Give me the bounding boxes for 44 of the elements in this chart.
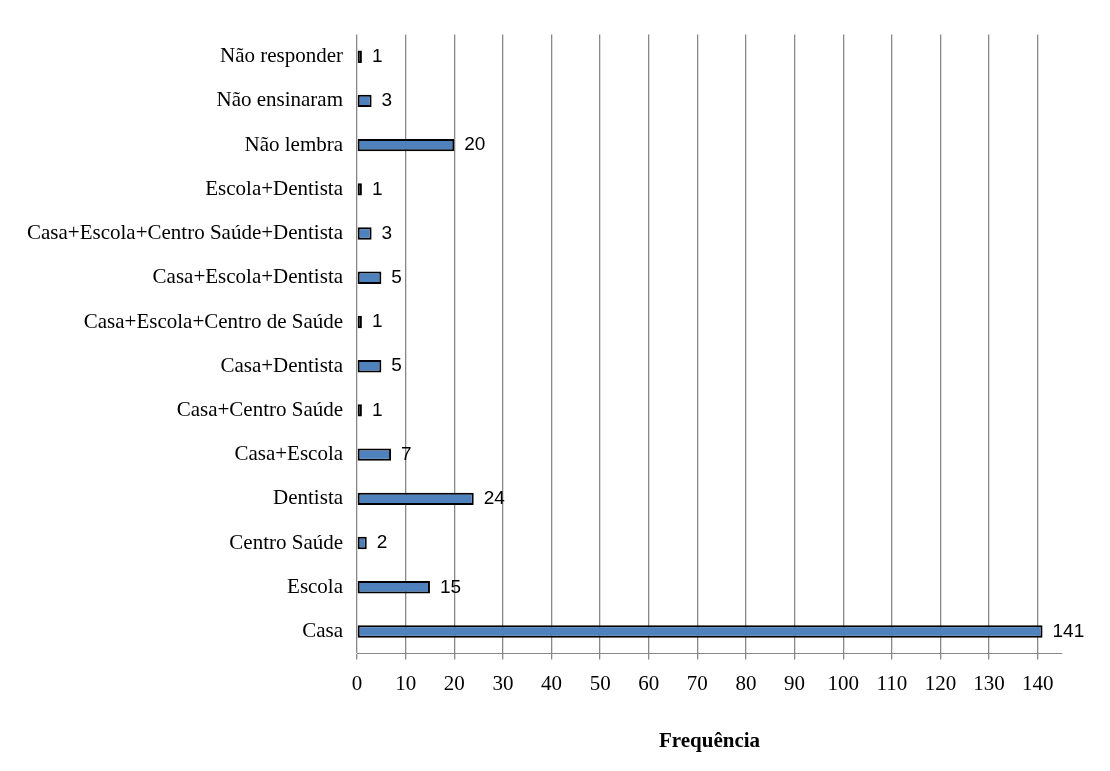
y-tick-label: Não responder	[219, 43, 344, 68]
y-tick-label: Não ensinaram	[216, 87, 344, 112]
y-tick-label: Casa+Escola	[234, 441, 344, 466]
x-tick-label: 10	[395, 670, 417, 695]
x-tick-label: 140	[1021, 670, 1054, 695]
x-tick-label: 70	[686, 670, 708, 695]
x-tick-label: 60	[638, 670, 660, 695]
data-label: 1	[371, 398, 383, 420]
x-tick-label: 130	[973, 670, 1005, 695]
x-tick-label: 110	[876, 670, 908, 695]
data-label: 5	[391, 266, 402, 288]
y-tick-label: Não lembra	[244, 131, 344, 156]
data-label: 141	[1052, 619, 1085, 641]
data-label: 1	[371, 310, 383, 332]
y-tick-label: Casa	[302, 618, 344, 643]
x-tick-label: 120	[924, 670, 957, 695]
x-tick-label: 30	[492, 670, 514, 695]
data-label: 3	[381, 89, 393, 111]
data-label: 2	[376, 531, 388, 553]
data-label: 1	[371, 44, 383, 66]
y-tick-label: Escola	[287, 573, 344, 598]
data-label: 15	[439, 575, 462, 597]
y-tick-label: Casa+Escola+Centro Saúde+Dentista	[26, 220, 344, 245]
y-tick-label: Dentista	[273, 485, 344, 510]
x-tick-label: 90	[784, 670, 806, 695]
x-tick-label: 0	[351, 670, 363, 695]
data-label: 5	[391, 354, 402, 376]
x-tick-label: 20	[443, 670, 465, 695]
x-tick-label: 50	[589, 670, 611, 695]
data-label: 24	[483, 487, 506, 509]
data-label: 7	[401, 442, 412, 464]
x-tick-label: 40	[541, 670, 563, 695]
y-tick-label: Casa+Centro Saúde	[176, 396, 344, 421]
x-axis-title: Frequência	[658, 727, 761, 752]
y-tick-label: Casa+Escola+Dentista	[152, 264, 344, 289]
x-tick-label: 80	[735, 670, 757, 695]
y-tick-label: Casa+Dentista	[220, 352, 344, 377]
y-tick-label: Casa+Escola+Centro de Saúde	[83, 308, 344, 333]
data-label: 20	[464, 133, 486, 155]
x-tick-label: 100	[827, 670, 859, 695]
data-label: 3	[381, 221, 393, 243]
y-tick-label: Escola+Dentista	[205, 175, 344, 200]
data-label: 1	[371, 177, 383, 199]
y-tick-label: Centro Saúde	[229, 529, 344, 554]
